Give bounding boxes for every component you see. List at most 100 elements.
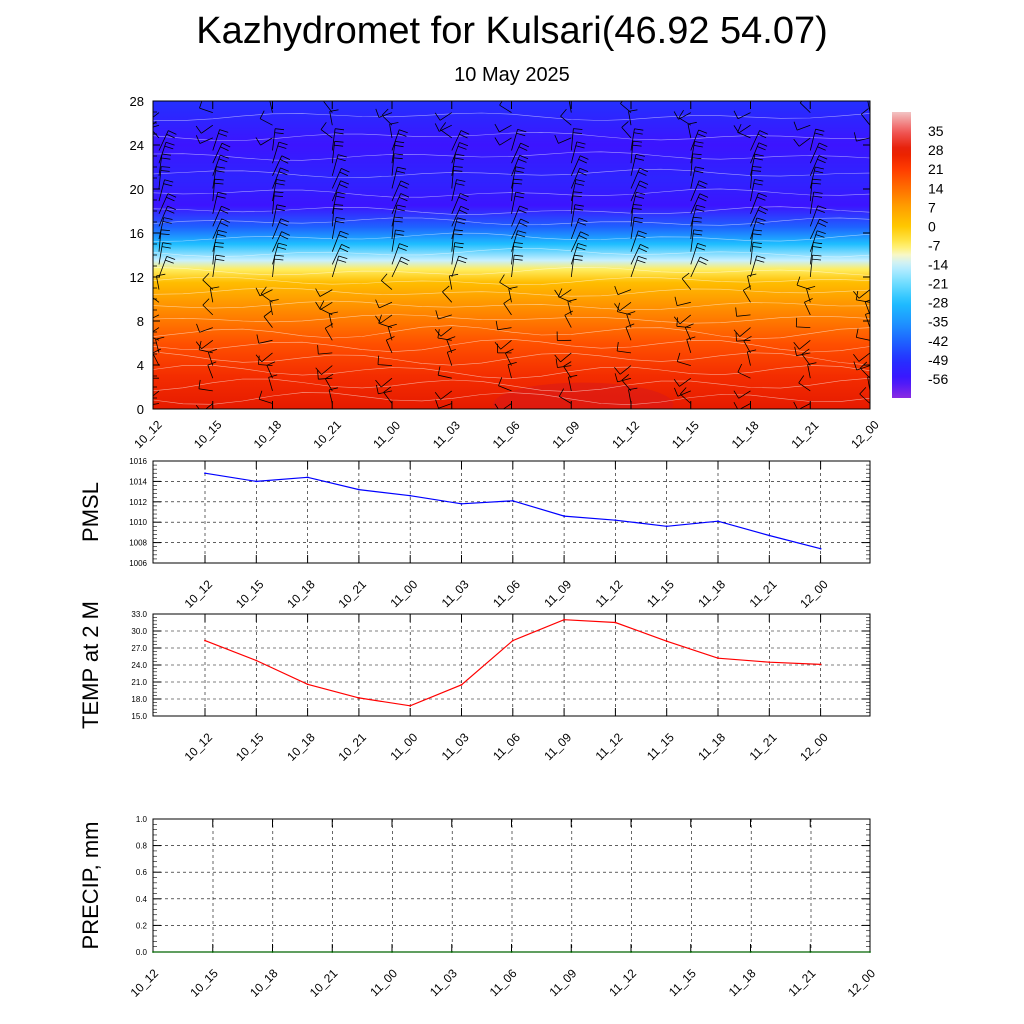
y-tick-label: 0.8 (136, 842, 148, 851)
wind-barb (315, 288, 333, 297)
wind-barbs (153, 101, 870, 409)
colorbar-label: -49 (928, 352, 948, 368)
wind-barb (853, 289, 870, 299)
wind-barb (202, 273, 214, 290)
y-tick-label: 1.0 (136, 815, 148, 824)
wind-barb (268, 374, 278, 392)
data-point (665, 640, 668, 643)
wind-barb (630, 192, 646, 214)
y-tick-label: 1006 (129, 559, 147, 568)
wind-barb (376, 384, 393, 395)
wind-barb (747, 273, 757, 290)
wind-barb (391, 129, 408, 151)
wind-barb (869, 237, 870, 239)
wind-barb (391, 153, 404, 176)
wind-barb (750, 166, 762, 189)
x-tick-label: 11_00 (367, 966, 400, 999)
x-tick-label: 11_03 (430, 418, 463, 451)
wind-barb (809, 230, 826, 252)
y-tick-label: 4 (137, 358, 144, 373)
wind-barb (451, 255, 468, 278)
x-tick-label: 10_18 (284, 730, 318, 764)
colorbar: 35 28 21 14 7 0 -7 -14 -21 -28 -35 -42 -49 -56 (892, 112, 948, 398)
wind-barb (153, 124, 160, 128)
wind-barb (554, 134, 572, 144)
wind-barb (328, 311, 338, 328)
wind-barb (451, 193, 469, 214)
wind-barb (391, 204, 406, 227)
wind-barb (869, 187, 870, 189)
contour-line (153, 287, 870, 297)
data-point (358, 488, 360, 491)
y-tick-label: 33.0 (131, 610, 147, 619)
x-tick-label: 10_15 (187, 966, 221, 1000)
wind-barb (212, 166, 226, 189)
wind-barb (198, 340, 213, 354)
wind-barb (266, 361, 276, 379)
wind-barb (323, 101, 333, 113)
wind-barb (391, 166, 407, 189)
y-tick-label: 0 (137, 402, 144, 417)
wind-barb (673, 111, 691, 120)
wind-barb (678, 109, 692, 126)
wind-barb (733, 327, 751, 337)
wind-barb (674, 387, 691, 397)
wind-barb (272, 242, 288, 265)
wind-barb (255, 352, 273, 363)
data-point (563, 515, 565, 517)
y-tick-label: 0.2 (136, 921, 148, 930)
x-tick-label: 11_21 (747, 577, 780, 610)
wind-barb (568, 374, 578, 391)
wind-barb (673, 377, 692, 387)
contour-line (153, 392, 870, 406)
data-point (869, 951, 871, 953)
x-tick-label: 11_09 (549, 418, 582, 451)
wind-barb (320, 122, 333, 139)
wind-barb (212, 178, 224, 202)
wind-barb (630, 255, 647, 278)
x-tick-label: 10_12 (182, 577, 216, 611)
wind-barb (511, 178, 523, 202)
wind-barb (198, 379, 213, 392)
wind-barb (673, 314, 692, 325)
x-tick-label: 11_18 (695, 577, 728, 610)
wind-barb (630, 154, 645, 176)
wind-barb (331, 128, 345, 151)
wind-barb (809, 218, 828, 240)
wind-barb (690, 180, 708, 202)
wind-barb (630, 180, 649, 202)
wind-barb (331, 180, 350, 202)
wind-barb (630, 167, 649, 189)
wind-barb (448, 273, 459, 290)
x-tick-label: 11_03 (427, 966, 460, 999)
data-point (255, 480, 258, 483)
wind-barb (272, 204, 286, 227)
x-tick-label: 10_12 (128, 966, 162, 1000)
x-tick-label: 10_18 (247, 966, 281, 1000)
wind-barb (793, 137, 811, 147)
wind-barb (614, 365, 632, 375)
colorbar-label: -35 (928, 314, 948, 330)
contour-line (153, 338, 870, 353)
wind-barb (630, 216, 644, 240)
wind-barb (391, 193, 410, 214)
wind-barb (684, 323, 694, 341)
x-tick-label: 10_18 (251, 417, 285, 451)
wind-barb (315, 365, 333, 375)
wind-barb (158, 242, 172, 265)
pmsl-panel: 1016 1014 1012 1010 1008 1006 10_12 10_15 10_18 1… (78, 457, 871, 611)
wind-barb (153, 390, 160, 397)
data-point (409, 704, 412, 707)
wind-barb (750, 255, 766, 278)
wind-barb (331, 217, 346, 240)
wind-barb (272, 155, 291, 176)
wind-barb (869, 250, 870, 252)
wind-barb (446, 336, 456, 354)
wind-barb (869, 209, 870, 214)
wind-barb (570, 155, 589, 176)
x-tick-label: 11_15 (669, 418, 702, 451)
wind-barb (451, 130, 470, 151)
data-point (689, 951, 692, 953)
wind-barb (435, 399, 452, 409)
wind-barb (195, 135, 213, 144)
